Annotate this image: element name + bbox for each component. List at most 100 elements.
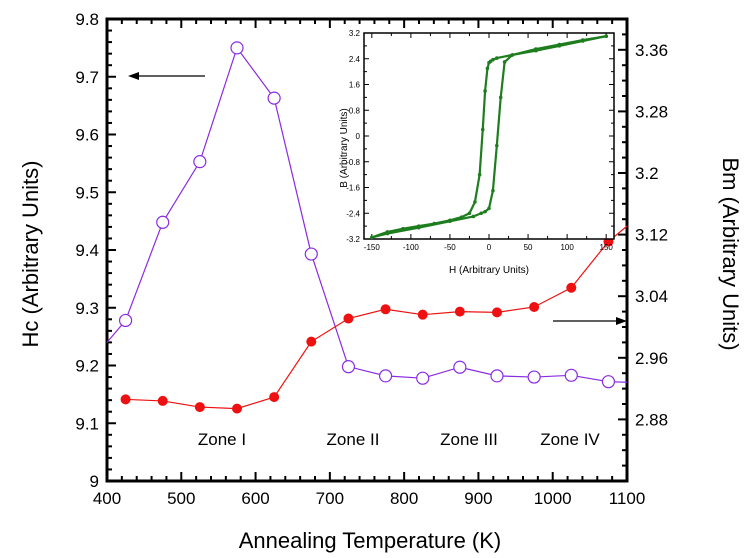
hysteresis-point: [491, 188, 495, 193]
bm-point: [417, 309, 428, 320]
hc-point: [230, 41, 244, 55]
y2-tick-label: 3.2: [635, 164, 659, 183]
inset-x-tick-label: -100: [403, 243, 420, 252]
hc-point: [490, 369, 504, 383]
hysteresis-point: [385, 231, 390, 236]
hysteresis-point: [495, 143, 499, 148]
bm-point: [232, 403, 242, 414]
hysteresis-point: [557, 44, 562, 48]
hysteresis-point: [480, 127, 485, 132]
x-tick-label: 1100: [609, 489, 646, 508]
hysteresis-point: [491, 57, 495, 62]
x-tick-label: 1000: [534, 489, 572, 508]
inset-y-tick-label: -1.6: [346, 184, 360, 193]
hysteresis-point: [502, 60, 507, 64]
y2-tick-label: 2.96: [635, 349, 668, 368]
hysteresis-point: [483, 209, 487, 214]
y-tick-label: 9.1: [75, 414, 99, 433]
hc-point: [378, 369, 393, 383]
bm-point: [529, 301, 540, 312]
hysteresis-point: [485, 66, 490, 71]
hysteresis-point: [495, 56, 499, 60]
y2-tick-label: 3.28: [635, 102, 668, 121]
right-y-axis-title: Bm (Arbitrary Units): [718, 157, 743, 350]
inset-x-axis-title: H (Arbitrary Units): [449, 265, 529, 276]
x-tick-label: 500: [167, 489, 195, 508]
right-axis-arrow-head: [616, 317, 627, 325]
hysteresis-point: [471, 214, 476, 219]
inset-y-tick-label: -2.4: [346, 209, 360, 218]
series-0-line: [106, 46, 628, 383]
inset-y-tick-label: 3.2: [349, 29, 361, 38]
inset-x-tick-label: 0: [487, 243, 492, 252]
y-tick-label: 9.2: [75, 357, 99, 376]
hc-point: [453, 360, 467, 374]
inset-y-tick-label: -3.2: [346, 235, 360, 244]
hysteresis-point: [370, 235, 374, 240]
bm-point: [120, 394, 131, 405]
y-tick-label: 9.7: [75, 68, 99, 87]
hysteresis-point: [416, 225, 421, 230]
y-tick-label: 9.8: [75, 10, 99, 29]
inset-y-tick-label: 0: [356, 132, 361, 141]
bm-point: [343, 313, 354, 324]
hysteresis-point: [473, 200, 477, 204]
inset-y-tick-label: 0.8: [349, 106, 361, 115]
zone-iii-label: Zone III: [440, 430, 498, 449]
inset-x-tick-label: 150: [600, 243, 614, 252]
hysteresis-point: [534, 48, 538, 53]
hysteresis-point: [467, 211, 472, 216]
y-tick-label: 9.4: [75, 241, 99, 260]
hc-point: [267, 91, 281, 105]
inset-y-tick-label: -0.8: [346, 158, 360, 167]
bm-point: [194, 402, 205, 413]
hc-point: [564, 368, 578, 382]
y-tick-label: 9.3: [75, 299, 99, 318]
bm-point: [269, 392, 280, 403]
inset-y-tick-label: 1.6: [349, 81, 361, 90]
x-tick-label: 600: [241, 489, 269, 508]
y2-tick-label: 3.04: [635, 287, 668, 306]
x-tick-label: 700: [316, 489, 344, 508]
hc-point: [341, 360, 356, 374]
inset-y-tick-label: 2.4: [349, 55, 361, 64]
series-1-line: [125, 225, 628, 410]
bm-point: [157, 395, 168, 406]
hc-point: [193, 155, 207, 169]
bm-point: [380, 304, 391, 315]
hc-point: [118, 313, 133, 328]
hysteresis-point: [483, 89, 487, 93]
y-tick-label: 9.5: [75, 183, 99, 202]
hysteresis-point: [479, 211, 483, 216]
x-tick-label: 900: [464, 489, 492, 508]
hysteresis-point: [477, 172, 482, 177]
y2-tick-label: 2.88: [635, 410, 668, 429]
bm-point: [454, 306, 465, 317]
left-axis-arrow-head: [128, 72, 139, 80]
y2-tick-label: 3.36: [635, 41, 668, 60]
y-tick-label: 9.6: [75, 126, 99, 145]
hysteresis-point: [448, 219, 452, 224]
inset-y-axis-title: B (Arbitrary Units): [339, 108, 350, 187]
bm-point: [566, 282, 577, 293]
hc-point: [601, 375, 616, 389]
zone-iv-label: Zone IV: [540, 430, 600, 449]
x-tick-label: 800: [390, 489, 418, 508]
hysteresis-point: [498, 95, 503, 100]
hc-point: [304, 247, 318, 261]
hc-point: [156, 215, 170, 229]
zone-i-label: Zone I: [198, 430, 246, 449]
x-tick-label: 400: [93, 489, 121, 508]
hysteresis-point: [580, 39, 585, 43]
zone-ii-label: Zone II: [327, 430, 380, 449]
hysteresis-point: [604, 34, 608, 39]
inset-x-tick-label: -50: [444, 243, 456, 252]
bm-point: [492, 307, 502, 318]
bm-point: [306, 336, 317, 347]
left-y-axis-title: Hc (Arbitrary Units): [18, 160, 43, 347]
y2-tick-label: 3.12: [635, 226, 668, 245]
hc-point: [416, 371, 430, 385]
hc-point: [527, 370, 541, 384]
hysteresis-point: [510, 53, 515, 57]
